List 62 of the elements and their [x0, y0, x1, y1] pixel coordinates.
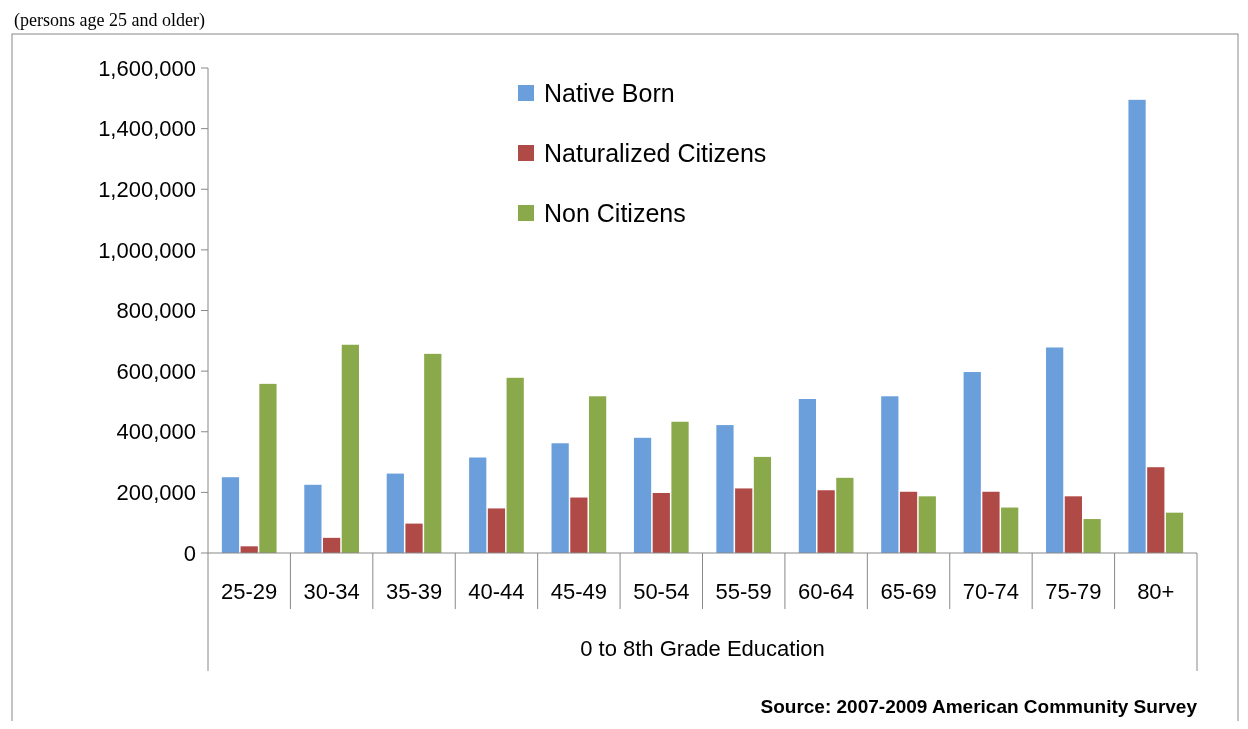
x-tick-label: 75-79 [1045, 579, 1102, 604]
bar [1046, 347, 1064, 553]
y-tick-label: 1,600,000 [98, 55, 196, 81]
bar [671, 421, 689, 553]
x-tick-label: 80+ [1137, 579, 1175, 604]
bar [918, 496, 936, 553]
chart-subtitle: (persons age 25 and older) [14, 10, 205, 32]
x-tick-label: 65-69 [880, 579, 937, 604]
x-tick-label: 25-29 [221, 579, 278, 604]
x-tick-label: 60-64 [797, 579, 855, 604]
bar [259, 383, 277, 553]
bar [323, 537, 341, 553]
x-axis-title: 0 to 8th Grade Education [580, 636, 825, 661]
bar [652, 492, 670, 553]
bar [487, 508, 506, 553]
bar [735, 488, 753, 553]
bar [1083, 519, 1101, 553]
x-tick-label: 55-59 [715, 579, 772, 604]
bar [716, 425, 734, 553]
y-tick-label: 1,200,000 [98, 176, 196, 202]
legend-label: Naturalized Citizens [544, 138, 767, 167]
bar [633, 437, 652, 553]
bar [1128, 99, 1146, 553]
bar [386, 473, 404, 553]
bar [836, 477, 854, 553]
bar [506, 377, 524, 553]
legend-label: Non Citizens [544, 198, 686, 227]
y-tick-label: 0 [183, 540, 196, 566]
bar [405, 523, 423, 553]
bar [817, 490, 835, 553]
bar [551, 443, 569, 553]
x-tick-label: 30-34 [303, 579, 360, 604]
bar [881, 396, 899, 553]
y-tick-label: 1,400,000 [98, 116, 196, 142]
y-tick-label: 400,000 [116, 419, 196, 445]
y-tick-label: 1,000,000 [98, 237, 196, 263]
bar [341, 344, 359, 553]
bar [753, 456, 772, 553]
x-tick-label: 70-74 [962, 579, 1020, 604]
bar [469, 457, 487, 553]
source-note: Source: 2007-2009 American Community Survey [760, 696, 1198, 717]
bar [899, 491, 918, 553]
bar [798, 399, 817, 553]
x-tick-label: 35-39 [385, 579, 443, 604]
bar [588, 396, 607, 553]
legend-label: Native Born [544, 78, 675, 107]
y-tick-label: 600,000 [116, 358, 196, 384]
x-tick-label: 45-49 [550, 579, 608, 604]
bar [1165, 512, 1184, 553]
bar [963, 372, 981, 553]
bar [1147, 467, 1165, 553]
bar [304, 484, 322, 553]
bar [221, 477, 240, 553]
bar [982, 491, 1000, 553]
bar [424, 353, 442, 553]
x-tick-label: 50-54 [633, 579, 690, 604]
y-tick-label: 800,000 [116, 298, 196, 324]
y-tick-label: 200,000 [116, 480, 196, 506]
x-tick-label: 40-44 [468, 579, 525, 604]
bar [1001, 507, 1019, 553]
bar [1064, 496, 1082, 553]
bar [570, 497, 588, 553]
